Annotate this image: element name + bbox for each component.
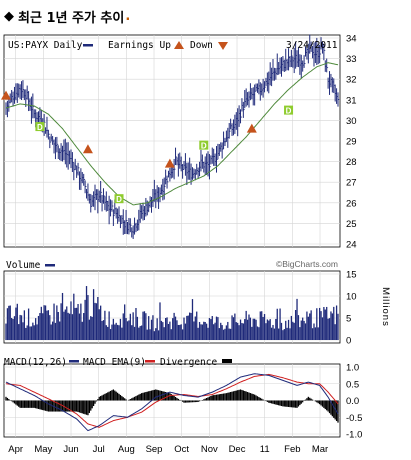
divergence-legend-swatch bbox=[222, 359, 232, 363]
macd-y-tick-label: 1.0 bbox=[346, 363, 359, 374]
x-tick-label: Sep bbox=[146, 444, 163, 455]
macd-line bbox=[5, 373, 339, 432]
price-y-tick-label: 31 bbox=[346, 95, 357, 106]
x-tick-label: Aug bbox=[118, 444, 135, 455]
price-legend-swatch bbox=[83, 44, 93, 47]
macd-ema-label: MACD EMA(9) bbox=[83, 357, 146, 368]
price-y-tick-label: 32 bbox=[346, 75, 357, 86]
volume-y-tick-label: 10 bbox=[346, 292, 357, 303]
macd-y-tick-label: -0.5 bbox=[346, 413, 362, 424]
date-label: 3/24/2011 bbox=[286, 40, 338, 51]
volume-y-tick-label: 5 bbox=[346, 314, 351, 325]
dividend-marker-label: D bbox=[116, 195, 122, 204]
x-tick-label: Feb bbox=[284, 444, 300, 455]
moving-average-line bbox=[5, 62, 339, 206]
chart-heading: ◆ 최근 1년 주가 추이 . bbox=[4, 6, 130, 26]
price-y-tick-label: 34 bbox=[346, 34, 357, 45]
volume-y-tick-label: 0 bbox=[346, 336, 351, 347]
watermark-label: ©BigCharts.com bbox=[276, 259, 338, 269]
price-y-tick-label: 29 bbox=[346, 137, 357, 148]
earnings-up-legend-icon bbox=[174, 41, 184, 49]
x-tick-label: 11 bbox=[260, 444, 270, 455]
x-tick-label: May bbox=[34, 444, 52, 455]
earnings-down-legend-label: Down bbox=[190, 40, 213, 51]
price-y-tick-label: 33 bbox=[346, 54, 357, 65]
x-tick-label: Jul bbox=[93, 444, 105, 455]
dividend-marker bbox=[35, 122, 45, 132]
earnings-up-marker bbox=[246, 123, 257, 133]
earnings-down-legend-icon bbox=[218, 42, 228, 50]
chart-heading-text: 최근 1년 주가 추이 bbox=[18, 10, 125, 26]
macd-ema-line bbox=[5, 373, 339, 428]
volume-legend-swatch bbox=[45, 264, 55, 267]
volume-y-tick-label: 15 bbox=[346, 270, 357, 281]
earnings-up-legend-label: Earnings Up bbox=[108, 40, 171, 51]
earnings-up-marker bbox=[1, 90, 11, 100]
x-tick-label: Jun bbox=[63, 444, 78, 455]
volume-label: Volume bbox=[6, 260, 41, 271]
price-y-tick-label: 24 bbox=[346, 240, 357, 251]
dividend-marker-label: D bbox=[201, 141, 207, 150]
price-y-tick-label: 30 bbox=[346, 116, 357, 127]
chart-labels: Apr May Jun Jul Aug Sep Oct Nov Dec 11 Feb Mar 24 25 2… bbox=[4, 34, 391, 455]
earnings-up-marker bbox=[82, 144, 93, 154]
price-y-tick-label: 26 bbox=[346, 198, 357, 209]
stock-chart: Apr May Jun Jul Aug Sep Oct Nov Dec 11 Feb Mar 24 25 2… bbox=[1, 34, 391, 455]
x-tick-label: Oct bbox=[174, 444, 189, 455]
dividend-marker bbox=[284, 105, 294, 115]
diamond-bullet-icon: ◆ bbox=[4, 8, 14, 24]
x-tick-label: Dec bbox=[229, 444, 246, 455]
price-y-tick-label: 28 bbox=[346, 157, 357, 168]
price-y-tick-label: 27 bbox=[346, 178, 357, 189]
macd-label: MACD(12,26) bbox=[4, 357, 67, 368]
dividend-marker-label: D bbox=[286, 106, 292, 115]
chart-marks bbox=[1, 34, 340, 432]
dividend-marker bbox=[199, 140, 209, 150]
chart-panels bbox=[3, 34, 341, 438]
chart-grid bbox=[4, 35, 340, 437]
divergence-label: Divergence bbox=[160, 357, 217, 368]
x-tick-label: Nov bbox=[201, 444, 218, 455]
macd-y-tick-label: -1.0 bbox=[346, 430, 362, 441]
heading-dot: . bbox=[125, 8, 131, 24]
macd-ema-legend-swatch bbox=[145, 360, 155, 363]
dividend-marker-label: D bbox=[37, 123, 43, 132]
earnings-up-marker bbox=[164, 158, 175, 168]
volume-unit-label: Millions bbox=[380, 287, 391, 327]
volume-panel bbox=[3, 270, 341, 344]
macd-y-tick-label: 0.0 bbox=[346, 396, 359, 407]
macd-y-tick-label: 0.5 bbox=[346, 379, 359, 390]
price-y-tick-label: 25 bbox=[346, 219, 357, 230]
dividend-marker bbox=[114, 194, 124, 204]
ticker-label: US:PAYX Daily bbox=[8, 40, 83, 51]
x-tick-label: Mar bbox=[312, 444, 328, 455]
macd-legend-swatch bbox=[69, 360, 79, 363]
x-tick-label: Apr bbox=[8, 444, 23, 455]
